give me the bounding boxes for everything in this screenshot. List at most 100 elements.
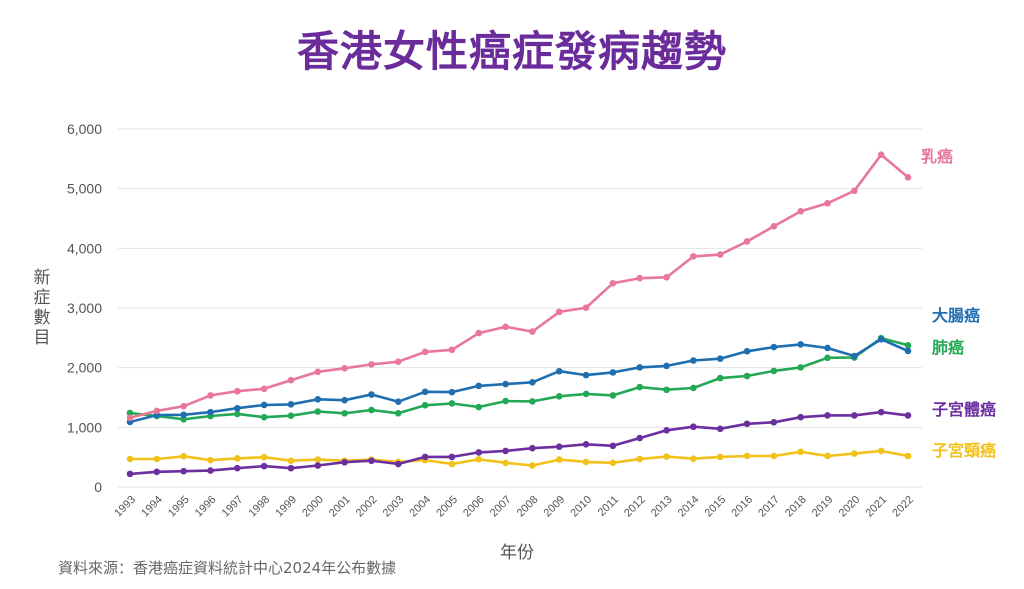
data-point — [716, 355, 724, 363]
data-point — [234, 404, 241, 412]
data-point — [824, 452, 831, 460]
series-label: 子宮頸癌 — [932, 441, 996, 460]
series-2 — [126, 334, 912, 423]
data-point — [234, 455, 241, 462]
data-point — [770, 418, 778, 426]
data-point — [260, 385, 268, 393]
data-point — [797, 413, 804, 421]
data-point — [207, 456, 214, 464]
data-point — [555, 393, 563, 400]
data-point — [394, 460, 402, 468]
data-point — [636, 434, 644, 442]
data-point — [314, 456, 322, 463]
data-point — [609, 279, 617, 287]
data-point — [368, 361, 375, 368]
data-point — [797, 341, 804, 348]
data-point — [582, 441, 590, 448]
data-point — [502, 397, 509, 405]
data-point — [448, 346, 456, 354]
x-tick-label: 2014 — [676, 494, 702, 520]
data-point — [663, 427, 670, 434]
data-point — [126, 455, 134, 463]
data-point — [824, 412, 831, 419]
data-point — [180, 411, 187, 419]
data-point — [341, 364, 348, 372]
x-tick-label: 2012 — [622, 494, 648, 520]
data-point — [716, 425, 724, 433]
data-point — [851, 450, 858, 457]
data-point — [851, 412, 858, 419]
data-point — [314, 408, 322, 415]
data-point — [207, 467, 214, 474]
data-point — [394, 358, 402, 366]
x-tick-label: 2021 — [863, 494, 889, 520]
series-1 — [126, 336, 912, 426]
data-point — [153, 468, 161, 476]
data-point — [797, 364, 804, 371]
x-axis-ticks: 1993 1994 1995 1996 1997 1998 1999 2000 2001 2002… — [112, 494, 916, 520]
data-point — [287, 401, 295, 408]
y-tick-label: 4,000 — [67, 240, 102, 256]
x-tick-label: 2020 — [837, 494, 863, 520]
data-point — [207, 408, 214, 416]
chart-title: 香港女性癌症發病趨勢 — [296, 27, 727, 76]
data-point — [690, 253, 697, 260]
data-point — [234, 387, 241, 395]
data-point — [448, 400, 456, 407]
data-point — [555, 308, 563, 316]
data-point — [368, 391, 375, 398]
x-tick-label: 2018 — [783, 494, 809, 520]
data-point — [663, 362, 670, 370]
data-point — [716, 374, 724, 382]
x-tick-label: 2019 — [810, 494, 836, 520]
data-point — [663, 273, 670, 281]
series-3 — [126, 408, 912, 478]
x-tick-label: 2004 — [407, 494, 433, 520]
data-point — [797, 448, 804, 456]
data-point — [877, 447, 885, 455]
data-point — [234, 410, 241, 418]
data-point — [663, 386, 670, 394]
data-point — [877, 336, 885, 343]
data-point — [743, 420, 751, 428]
data-point — [770, 343, 778, 351]
series-label: 乳癌 — [921, 147, 953, 166]
x-tick-label: 2005 — [434, 494, 460, 520]
x-tick-label: 2006 — [461, 494, 487, 520]
data-point — [609, 459, 617, 467]
data-point — [743, 238, 751, 245]
x-tick-label: 1993 — [112, 494, 138, 520]
y-axis-ticks: 0 1,000 2,000 3,000 4,000 5,000 6,000 — [67, 121, 102, 495]
data-point — [341, 458, 348, 466]
data-point — [234, 464, 241, 472]
data-point — [690, 357, 697, 364]
y-tick-label: 1,000 — [67, 419, 102, 435]
data-point — [770, 367, 778, 375]
data-point — [770, 452, 778, 460]
x-tick-label: 2022 — [890, 494, 916, 520]
data-point — [529, 444, 536, 452]
data-point — [904, 341, 912, 349]
x-tick-label: 2011 — [596, 494, 621, 519]
data-point — [824, 344, 831, 352]
x-tick-label: 2013 — [649, 494, 675, 520]
y-axis-label: 新症數目 — [33, 268, 51, 348]
data-point — [824, 354, 831, 362]
series-label: 肺癌 — [932, 338, 964, 357]
data-point — [475, 455, 483, 463]
data-point — [394, 398, 402, 405]
series-label: 大腸癌 — [932, 306, 980, 325]
data-point — [663, 453, 670, 460]
data-point — [421, 388, 429, 396]
x-tick-label: 2000 — [300, 494, 326, 520]
x-axis-label: 年份 — [500, 543, 534, 563]
data-point — [421, 401, 429, 409]
data-point — [609, 442, 617, 450]
data-point — [743, 452, 751, 460]
data-point — [636, 364, 644, 371]
x-tick-label: 1997 — [220, 494, 246, 520]
data-point — [421, 348, 429, 356]
data-point — [502, 323, 509, 331]
data-point — [743, 347, 751, 355]
